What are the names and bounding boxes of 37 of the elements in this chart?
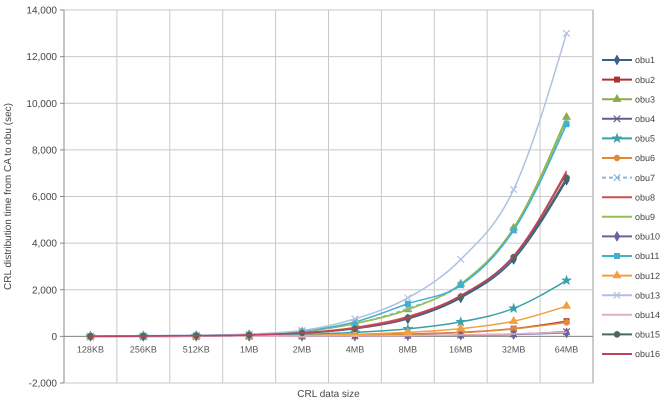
legend-label: obu3 xyxy=(635,94,656,104)
legend-label: obu6 xyxy=(635,153,656,164)
legend-label: obu15 xyxy=(635,330,660,340)
legend-label: obu4 xyxy=(635,114,656,124)
x-tick-label: 4MB xyxy=(346,344,364,354)
x-tick-label: 1MB xyxy=(240,344,258,354)
x-tick-label: 64MB xyxy=(554,344,578,354)
legend-label: obu14 xyxy=(635,310,660,320)
y-tick-label: 12,000 xyxy=(26,52,58,64)
legend-label: obu2 xyxy=(635,74,656,85)
y-tick-label: 14,000 xyxy=(26,6,58,16)
legend-label: obu5 xyxy=(635,134,656,144)
y-tick-label: 8,000 xyxy=(32,145,58,156)
legend-label: obu1 xyxy=(635,55,656,66)
x-tick-label: 32MB xyxy=(502,344,526,354)
y-tick-label: 6,000 xyxy=(32,192,58,203)
y-tick-label: 4,000 xyxy=(32,238,58,250)
legend-label: obu11 xyxy=(635,251,660,262)
x-tick-label: 128KB xyxy=(76,344,104,354)
legend-label: obu9 xyxy=(635,212,656,222)
legend-label: obu12 xyxy=(635,270,660,281)
y-tick-label: -2,000 xyxy=(28,378,58,390)
legend-label: obu8 xyxy=(635,192,656,202)
legend-label: obu13 xyxy=(635,290,660,300)
y-tick-label: 10,000 xyxy=(26,98,58,110)
x-tick-label: 512KB xyxy=(182,344,210,354)
x-tick-label: 16MB xyxy=(448,344,473,354)
legend-label: obu16 xyxy=(635,349,660,360)
x-axis-title: CRL data size xyxy=(297,389,360,400)
legend-label: obu10 xyxy=(635,232,660,242)
x-tick-label: 8MB xyxy=(398,344,418,354)
x-tick-label: 256KB xyxy=(130,344,157,354)
x-tick-label: 2MB xyxy=(292,344,312,354)
y-axis-title: CRL distribution time from CA to obu (sec) xyxy=(3,103,14,290)
legend-label: obu7 xyxy=(635,172,656,183)
y-tick-label: 2,000 xyxy=(32,285,58,296)
y-tick-label: 0 xyxy=(51,332,58,343)
